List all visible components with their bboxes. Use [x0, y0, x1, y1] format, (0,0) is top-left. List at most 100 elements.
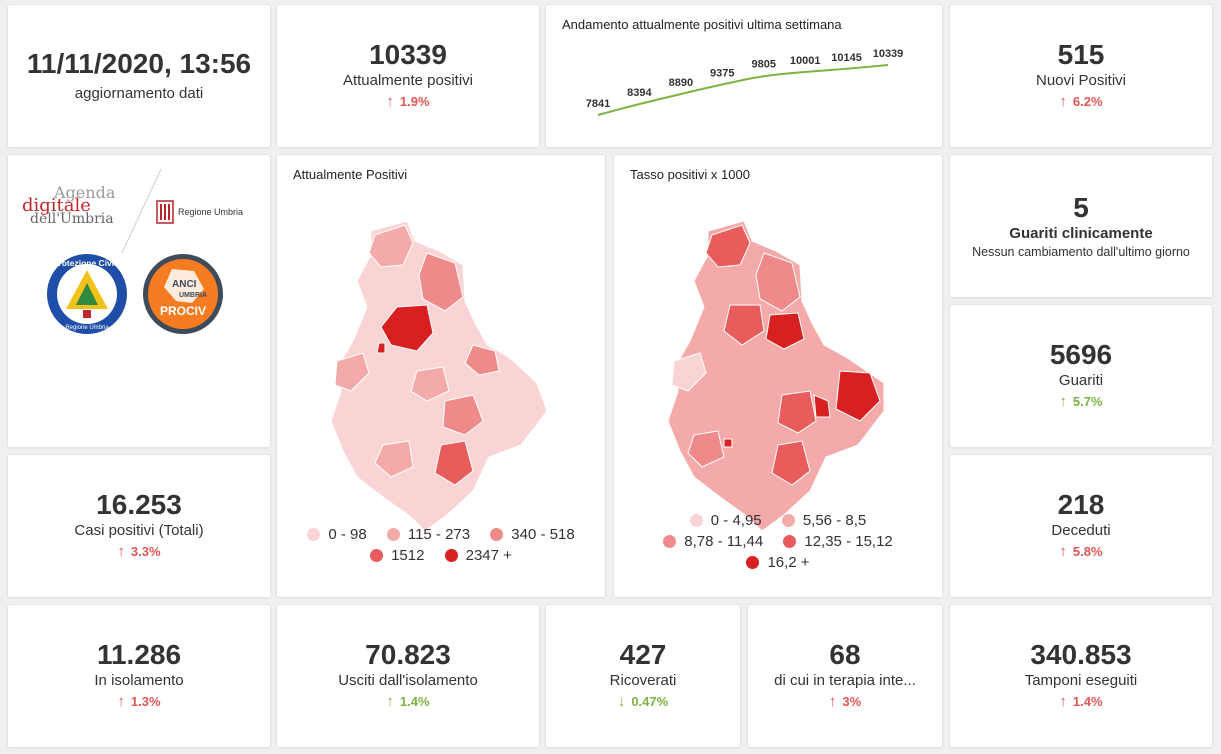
- kpi-change-value: 6.2%: [1072, 94, 1103, 109]
- arrow-up-icon: ↑: [386, 693, 394, 710]
- map-region-sw: [374, 440, 414, 478]
- map-attualmente-positivi-card: Attualmente Positivi 0 - 98 115 - 273 34…: [277, 155, 605, 597]
- legend-dot: [663, 535, 677, 548]
- trend-line-chart: 7841 8394 8890 9375 9805 10001 10145 10339: [586, 48, 903, 116]
- legend-label: 115 - 273: [407, 526, 471, 543]
- legend-label: 16,2 +: [767, 554, 810, 571]
- trend-data-label: 7841: [586, 98, 610, 110]
- arrow-up-icon: ↑: [1059, 693, 1067, 710]
- deceduti-card[interactable]: 218 Deceduti ↑ 5.8%: [950, 455, 1212, 597]
- kpi-change-value: 1.9%: [399, 94, 430, 109]
- attualmente-positivi-card[interactable]: 10339 Attualmente positivi ↑ 1.9%: [277, 5, 539, 147]
- legend-dot: [370, 549, 384, 562]
- kpi-change: ↓ 0.47%: [618, 691, 668, 713]
- kpi-change: ↑ 1.9%: [386, 91, 429, 113]
- kpi-change: ↑ 6.2%: [1059, 91, 1102, 113]
- tamponi-card[interactable]: 340.853 Tamponi eseguiti ↑ 1.4%: [950, 605, 1212, 747]
- anci-prociv-logo: ANCI UMBRIA PROCIV: [143, 254, 223, 334]
- map-region-nw: [368, 224, 414, 268]
- kpi-label: Usciti dall'isolamento: [338, 672, 478, 689]
- update-label: aggiornamento dati: [74, 85, 204, 102]
- kpi-value: 16.253: [96, 489, 182, 520]
- kpi-change: ↑ 1.3%: [117, 691, 160, 713]
- kpi-label: Nuovi Positivi: [1035, 72, 1127, 89]
- kpi-change: ↑ 5.7%: [1059, 391, 1102, 413]
- kpi-label: Tamponi eseguiti: [1024, 672, 1138, 689]
- kpi-change: ↑ 3%: [829, 691, 861, 713]
- map-legend-row3: 16,2 +: [614, 554, 942, 571]
- legend-item: 115 - 273: [386, 526, 471, 543]
- casi-totali-card[interactable]: 16.253 Casi positivi (Totali) ↑ 3.3%: [8, 455, 270, 597]
- arrow-up-icon: ↑: [828, 693, 837, 710]
- legend-dot: [746, 556, 760, 569]
- isolamento-card[interactable]: 11.286 In isolamento ↑ 1.3%: [8, 605, 270, 747]
- umbria-map-tasso[interactable]: [614, 195, 942, 555]
- kpi-change-value: 1.3%: [130, 694, 161, 709]
- kpi-value: 10339: [369, 39, 447, 70]
- map-region-east1: [835, 370, 881, 422]
- nuovi-positivi-card[interactable]: 515 Nuovi Positivi ↑ 6.2%: [950, 5, 1212, 147]
- kpi-label: Guariti: [1058, 372, 1104, 389]
- guariti-clinicamente-card[interactable]: 5 Guariti clinicamente Nessun cambiament…: [950, 155, 1212, 297]
- trend-data-label: 10001: [790, 55, 821, 67]
- legend-dot: [490, 528, 504, 541]
- kpi-value: 218: [1057, 489, 1105, 520]
- kpi-change: ↑ 5.8%: [1059, 541, 1102, 563]
- kpi-value: 5: [1073, 192, 1089, 223]
- map-tasso-card: Tasso positivi x 1000 0 - 4,95 5,56 - 8,…: [614, 155, 942, 597]
- kpi-note: Nessun cambiamento dall'ultimo giorno: [972, 245, 1190, 259]
- kpi-change: ↑ 1.4%: [386, 691, 429, 713]
- anci-line3-text: PROCIV: [160, 304, 206, 318]
- map-region-perugia: [380, 304, 434, 352]
- map-region-nw: [705, 224, 751, 268]
- trend-series-line: [597, 64, 889, 116]
- map-region-north: [418, 252, 464, 312]
- kpi-label: di cui in terapia inte...: [774, 672, 916, 689]
- trend-data-label: 10145: [831, 52, 862, 64]
- kpi-label: Casi positivi (Totali): [74, 522, 204, 539]
- map-legend-row2: 8,78 - 11,44 12,35 - 15,12: [614, 533, 942, 550]
- map-region-terni: [434, 440, 474, 486]
- map-legend: 0 - 98 115 - 273 340 - 518: [277, 526, 605, 543]
- map-region-west: [334, 352, 370, 392]
- legend-dot: [386, 528, 400, 541]
- trend-data-label: 8394: [627, 87, 652, 99]
- map-region-foligno: [442, 394, 484, 436]
- map-region-east2: [813, 394, 831, 418]
- ricoverati-card[interactable]: 427 Ricoverati ↓ 0.47%: [546, 605, 740, 747]
- guariti-card[interactable]: 5696 Guariti ↑ 5.7%: [950, 305, 1212, 447]
- umbria-map-positivi[interactable]: [277, 195, 605, 555]
- kpi-value: 340.853: [1030, 639, 1132, 670]
- map-region-center: [723, 304, 765, 346]
- map-region-east: [464, 344, 500, 376]
- update-card: 11/11/2020, 13:56 aggiornamento dati: [8, 5, 270, 147]
- terapia-intensiva-card[interactable]: 68 di cui in terapia inte... ↑ 3%: [748, 605, 942, 747]
- map-title: Tasso positivi x 1000: [630, 167, 750, 182]
- regione-label: Regione Umbria: [178, 207, 244, 217]
- legend-item: 8,78 - 11,44: [663, 533, 763, 550]
- update-datetime: 11/11/2020, 13:56: [26, 48, 252, 79]
- legend-item: 16,2 +: [746, 554, 810, 571]
- protezione-civile-logo: Protezione Civile Regione Umbria: [47, 254, 127, 334]
- kpi-change-value: 5.7%: [1072, 394, 1103, 409]
- logos-card: Agenda digitale dell'Umbria Regione Umbr…: [8, 155, 270, 447]
- kpi-change: ↑ 3.3%: [117, 541, 160, 563]
- kpi-change-value: 1.4%: [1072, 694, 1103, 709]
- legend-dot: [307, 528, 321, 541]
- kpi-value: 427: [619, 639, 667, 670]
- agenda-line2: digitale: [22, 195, 91, 216]
- arrow-up-icon: ↑: [1059, 93, 1067, 110]
- legend-label: 8,78 - 11,44: [684, 533, 764, 550]
- kpi-value: 70.823: [365, 639, 451, 670]
- kpi-change-value: 5.8%: [1072, 544, 1103, 559]
- legend-label: 340 - 518: [511, 526, 575, 543]
- legend-item: 12,35 - 15,12: [783, 533, 893, 550]
- kpi-label: Deceduti: [1051, 522, 1111, 539]
- kpi-value: 11.286: [96, 639, 182, 670]
- usciti-card[interactable]: 70.823 Usciti dall'isolamento ↑ 1.4%: [277, 605, 539, 747]
- map-region-gubbio: [765, 312, 805, 350]
- legend-item: 0 - 98: [307, 526, 367, 543]
- map-legend-row2: 1512 2347 +: [277, 547, 605, 564]
- legend-label: 1512: [391, 547, 425, 564]
- agenda-line1: Agenda: [54, 183, 116, 202]
